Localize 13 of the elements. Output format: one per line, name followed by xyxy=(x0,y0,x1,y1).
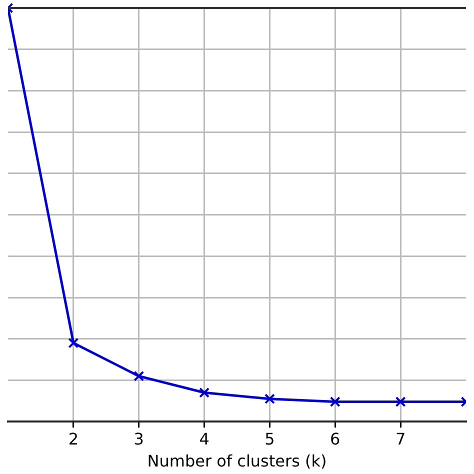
x-tick-label: 4 xyxy=(199,429,210,448)
x-tick-label: 6 xyxy=(330,429,340,448)
x-tick-label: 2 xyxy=(68,429,79,448)
x-axis-title: Number of clusters (k) xyxy=(147,452,327,471)
x-tick-label: 5 xyxy=(264,429,275,448)
point xyxy=(395,396,406,407)
point xyxy=(68,338,79,348)
point xyxy=(264,394,275,404)
x-tick-label: 3 xyxy=(134,429,144,448)
point xyxy=(330,396,340,407)
x-tick-label: 7 xyxy=(395,429,406,448)
point xyxy=(199,387,210,398)
point xyxy=(134,370,144,382)
